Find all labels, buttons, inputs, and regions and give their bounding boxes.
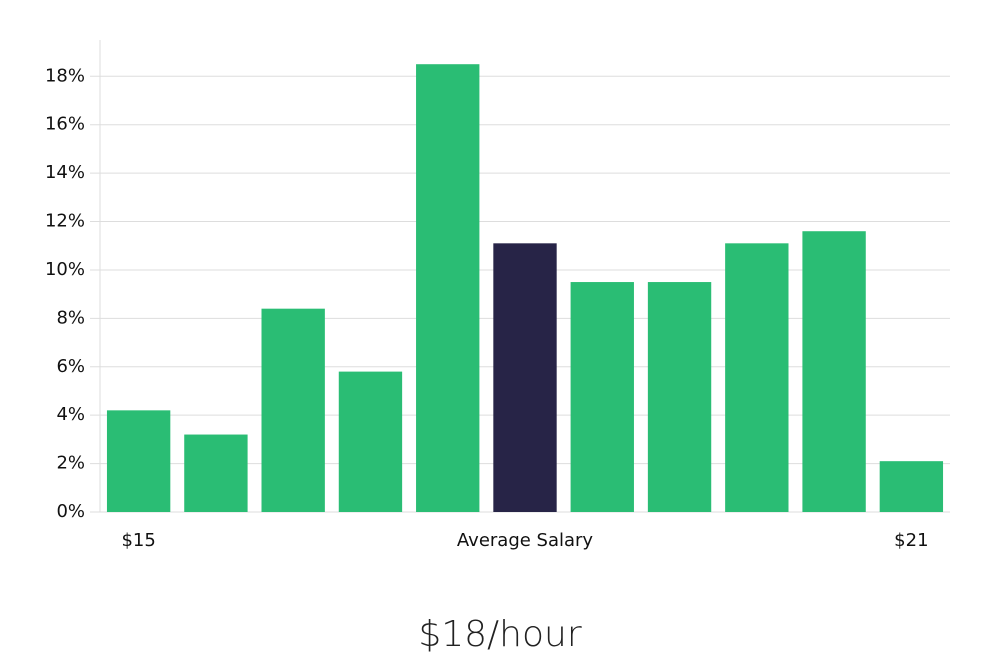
bar [416, 64, 480, 512]
caption: $18/hour [418, 614, 582, 655]
bar [493, 243, 557, 513]
x-tick-label: $21 [894, 530, 928, 551]
bar [570, 282, 634, 512]
bar [184, 434, 248, 512]
bar [647, 282, 712, 512]
y-tick-label: 0% [56, 501, 85, 522]
y-tick-label: 14% [45, 162, 85, 183]
x-tick-label: $15 [121, 530, 155, 551]
bar [802, 231, 866, 512]
y-tick-label: 2% [56, 453, 85, 474]
y-tick-label: 18% [45, 65, 85, 86]
bar [106, 410, 171, 512]
x-tick-label: Average Salary [457, 530, 594, 551]
bar [725, 243, 789, 513]
y-tick-label: 8% [56, 307, 85, 328]
y-tick-label: 10% [45, 259, 85, 280]
y-tick-label: 16% [45, 114, 85, 135]
bar [338, 371, 403, 512]
bar [261, 308, 325, 512]
bar [879, 461, 944, 512]
y-tick-label: 12% [45, 211, 85, 232]
y-tick-label: 6% [56, 356, 85, 377]
y-tick-label: 4% [56, 404, 85, 425]
